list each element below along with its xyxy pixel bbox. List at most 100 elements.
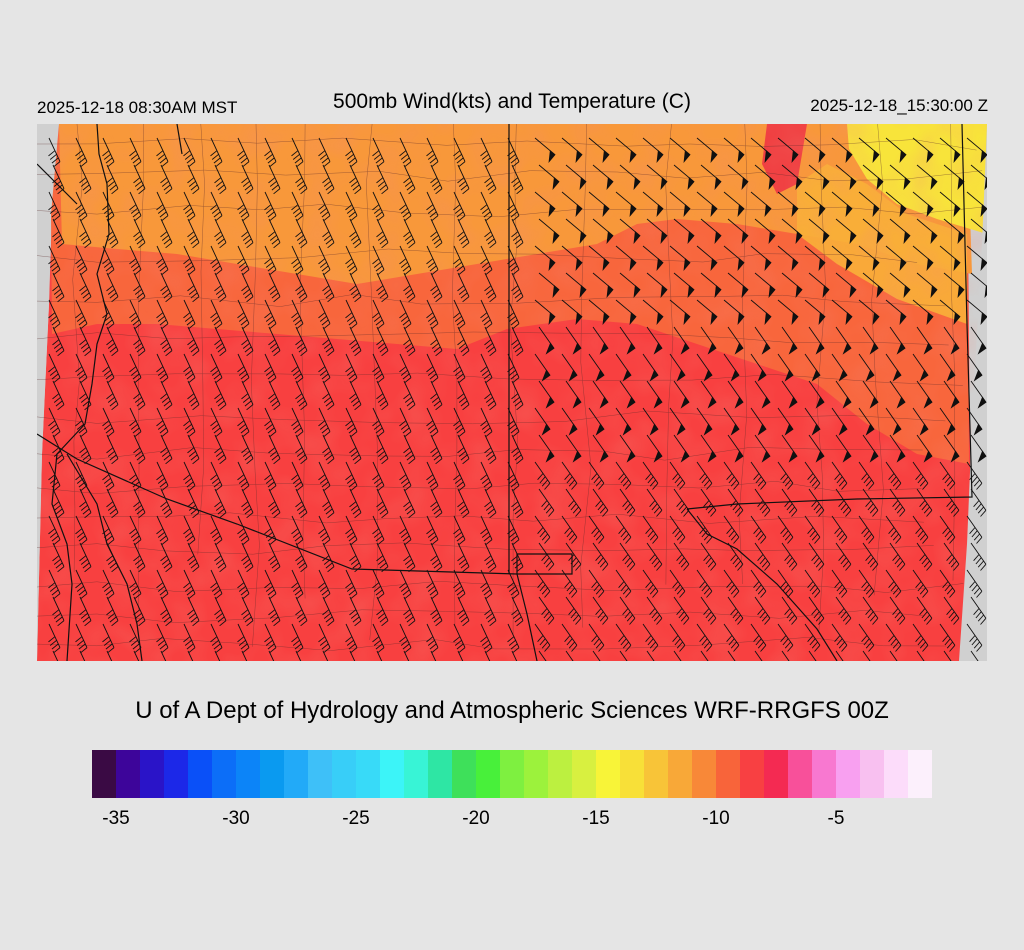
wind-barb <box>970 272 987 299</box>
wind-barb <box>916 218 938 245</box>
wind-barb <box>268 380 281 411</box>
colorbar-swatch <box>428 750 453 798</box>
state-borders <box>37 124 973 661</box>
wind-barb <box>561 623 578 652</box>
wind-barb <box>673 596 690 625</box>
wind-barb <box>862 164 884 191</box>
wind-barb <box>858 137 880 164</box>
wind-barb <box>700 218 722 245</box>
wind-barb <box>538 218 560 245</box>
wind-barb <box>561 461 578 490</box>
wind-barb <box>538 326 555 355</box>
colorbar-swatch <box>140 750 165 798</box>
wind-barb <box>673 380 690 409</box>
wind-barb <box>534 461 551 490</box>
wind-barb <box>885 137 907 164</box>
wind-barb <box>241 326 254 357</box>
wind-barb <box>831 299 853 326</box>
wind-barb <box>133 164 146 195</box>
map-title: 500mb Wind(kts) and Temperature (C) <box>333 90 691 113</box>
wind-barb <box>453 623 466 654</box>
colorbar-swatch <box>92 750 117 798</box>
wind-barb <box>754 326 771 355</box>
wind-barb <box>754 164 776 191</box>
wind-barb <box>646 650 655 661</box>
wind-barb <box>642 461 659 490</box>
wind-barb <box>696 137 718 164</box>
colorbar-swatch <box>284 750 309 798</box>
wind-barb <box>160 326 173 357</box>
wind-barb <box>619 488 636 517</box>
wind-barb <box>48 515 61 546</box>
wind-barb <box>264 137 277 168</box>
wind-barb <box>291 137 304 168</box>
wind-barb <box>727 380 744 409</box>
wind-barb <box>237 623 250 654</box>
wind-barb <box>862 380 879 409</box>
wind-barb <box>268 542 281 573</box>
colorbar-swatch <box>668 750 693 798</box>
wind-barb <box>183 515 196 546</box>
wind-barb <box>538 434 555 463</box>
colorbar-swatch <box>908 750 932 798</box>
wind-barb <box>885 623 902 652</box>
wind-barb <box>129 569 142 600</box>
wind-barb <box>669 191 691 218</box>
wind-barb <box>349 218 362 249</box>
wind-barb <box>804 353 821 382</box>
wind-barb <box>453 137 466 168</box>
wind-barb <box>480 299 493 330</box>
wind-barb <box>264 461 277 492</box>
wind-barb <box>970 650 979 661</box>
wind-barb <box>291 407 304 438</box>
wind-barb <box>696 245 718 272</box>
wind-barb <box>939 623 956 652</box>
wind-barb <box>129 245 142 276</box>
wind-barb <box>52 596 65 627</box>
colorbar-swatch <box>188 750 213 798</box>
wind-barb <box>777 137 799 164</box>
wind-barb <box>457 596 470 627</box>
wind-barb <box>376 596 389 627</box>
wind-barb <box>187 218 200 249</box>
wind-barb <box>561 407 578 436</box>
wind-barb <box>187 542 200 573</box>
wind-barb <box>835 380 852 409</box>
wind-barb <box>453 515 466 546</box>
wind-barb <box>916 272 938 299</box>
colorbar-swatch <box>548 750 573 798</box>
wind-barb <box>106 596 119 627</box>
wind-barb <box>403 326 416 357</box>
wind-barb <box>426 461 439 492</box>
wind-barb <box>48 137 61 168</box>
wind-barb <box>781 596 798 625</box>
border-arizona-mexico <box>37 433 518 575</box>
wind-barb <box>106 434 119 465</box>
wind-barb <box>939 461 956 490</box>
wind-barb <box>106 488 119 519</box>
colorbar-tick-label: -10 <box>702 808 730 829</box>
wind-barb <box>777 191 799 218</box>
wind-barb <box>133 596 146 627</box>
wind-barb <box>106 650 113 661</box>
wind-barb <box>646 164 668 191</box>
wind-barb <box>534 353 551 382</box>
wind-barb <box>939 407 956 436</box>
wind-barb <box>646 542 663 571</box>
wind-barb <box>615 245 637 272</box>
wind-barb <box>457 434 470 465</box>
wind-barb <box>754 650 763 661</box>
wind-barb <box>291 515 304 546</box>
wind-barb <box>939 299 961 326</box>
wind-barb <box>943 434 960 463</box>
wind-barb <box>295 380 308 411</box>
wind-barb <box>214 488 227 519</box>
wind-barb <box>831 569 848 598</box>
colorbar-swatch <box>164 750 189 798</box>
wind-barb <box>214 434 227 465</box>
county-line <box>72 124 83 573</box>
wind-barb <box>183 569 196 600</box>
wind-barb <box>858 623 875 652</box>
county-line <box>37 542 934 555</box>
wind-barb <box>295 326 308 357</box>
